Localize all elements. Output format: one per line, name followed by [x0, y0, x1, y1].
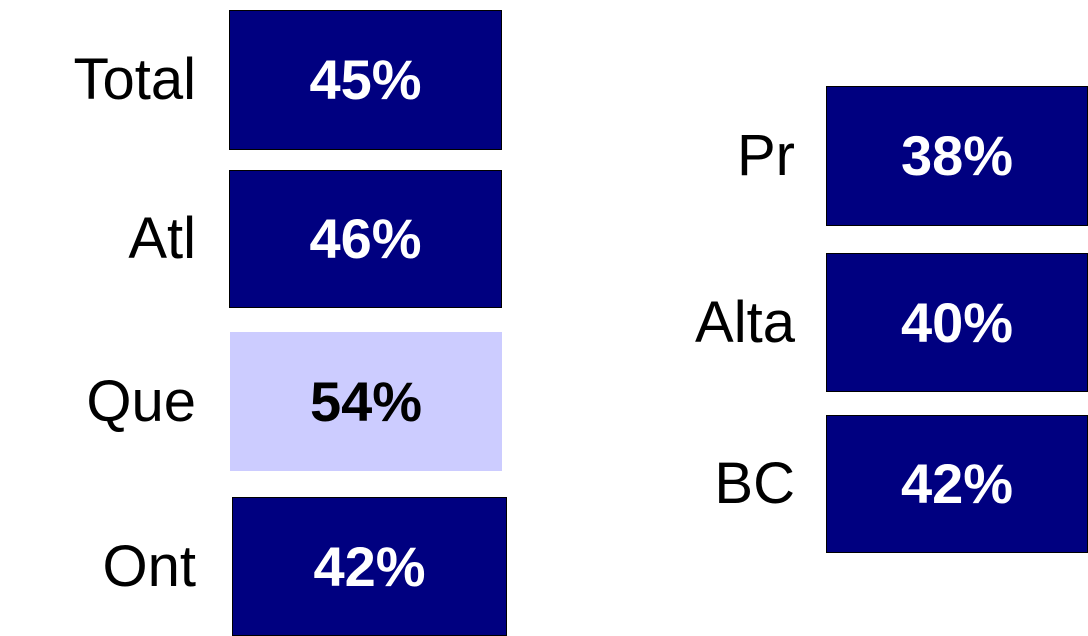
row-label: Atl: [128, 206, 196, 271]
value-text: 42%: [900, 452, 1014, 515]
value-box: 40%: [826, 253, 1088, 392]
row-label: Ont: [102, 533, 197, 599]
value-box: 42%: [826, 415, 1088, 553]
value-text: 45%: [309, 48, 422, 111]
row-label: BC: [714, 451, 795, 516]
row-label: Que: [86, 368, 196, 434]
value-text: 38%: [900, 124, 1014, 187]
value-box: 45%: [229, 10, 502, 150]
value-box: 38%: [826, 86, 1088, 226]
value-box: 54%: [230, 332, 502, 471]
value-text: 46%: [309, 207, 422, 270]
value-text: 54%: [309, 369, 423, 433]
row-label: Pr: [737, 123, 795, 188]
value-text: 40%: [900, 290, 1014, 354]
value-text: 42%: [313, 534, 426, 598]
value-box: 46%: [229, 170, 502, 308]
row-label: Alta: [695, 289, 795, 355]
row-label: Total: [73, 47, 196, 112]
value-box: 42%: [232, 497, 507, 636]
